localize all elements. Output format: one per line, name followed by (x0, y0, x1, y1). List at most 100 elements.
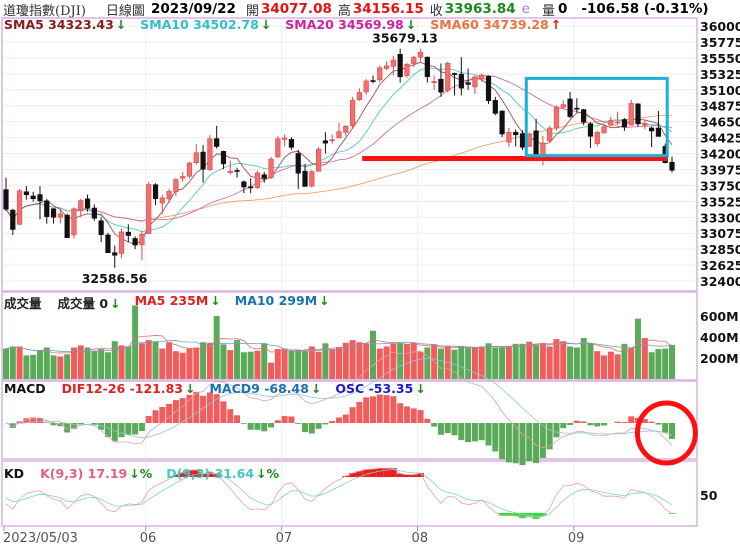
volume-bar-down (84, 347, 91, 379)
osc-bar-negative (322, 423, 329, 425)
volume-bar-up (553, 339, 560, 379)
candle-down (370, 80, 376, 82)
osc-bar-positive (23, 418, 30, 423)
osc-bar-positive (179, 398, 186, 423)
legend-text: SMA10 34502.78 (140, 17, 259, 32)
volume-bar-down (200, 342, 207, 379)
osc-bar-negative (478, 423, 485, 441)
volume-bar-up (329, 349, 336, 379)
index-name: 道瓊指數(DJI) (3, 3, 86, 19)
osc-bar-positive (648, 421, 655, 423)
candle-up (431, 81, 437, 83)
candle-up (282, 137, 288, 140)
osc-bar-positive (288, 416, 295, 423)
candle-up (363, 80, 369, 93)
volume-bar-down (111, 341, 118, 379)
volume-bar-down (648, 352, 655, 379)
osc-bar-negative (519, 423, 526, 466)
kd-panel (1, 460, 698, 527)
kd-overbought-fill (213, 474, 221, 477)
open-label: 開 (245, 3, 259, 19)
legend-text: OSC -53.35 (335, 381, 414, 396)
osc-bar-positive (356, 401, 363, 423)
volume-bar-up (274, 349, 281, 379)
candle-up (472, 76, 478, 88)
x-tick-label: 07 (276, 531, 293, 544)
volume-bar-down (485, 343, 492, 379)
volume-bar-down (621, 343, 628, 379)
osc-bar-negative (594, 423, 601, 427)
kd-overbought-fill (369, 469, 377, 477)
osc-bar-negative (512, 423, 519, 464)
candle-up (642, 123, 648, 126)
volume-bar-up (383, 346, 390, 379)
osc-bar-negative (662, 423, 669, 433)
volume-bar-up (281, 348, 288, 379)
volume-bar-up (546, 346, 553, 379)
volume-bar-up (166, 342, 173, 379)
volume-bar-down (465, 347, 472, 379)
price-legend-item: SMA20 34569.98 ↓ (285, 17, 416, 32)
candle-down (3, 189, 9, 210)
osc-bar-negative (539, 423, 546, 459)
macd-legend: MACD DIF12-26 -121.83 ↓ MACD9 -68.48 ↓ OSC -5… (4, 381, 440, 396)
candle-down (655, 127, 662, 137)
macd-legend-item: OSC -53.35 ↓ (335, 381, 425, 396)
volume-label: 量 (541, 3, 555, 19)
volume-bar-down (573, 347, 580, 379)
legend-text: KD (4, 466, 25, 481)
volume-bar-down (64, 354, 71, 379)
volume-bar-up (594, 351, 601, 379)
volume-tick-label: 600M (700, 309, 739, 324)
candle-down (132, 238, 138, 246)
volume-bar-down (152, 341, 159, 379)
candle-up (329, 139, 335, 142)
osc-bar-positive (193, 391, 200, 423)
osc-bar-negative (240, 423, 247, 424)
sma20-line (5, 75, 673, 222)
candle-up (404, 64, 410, 76)
price-tick-label: 35325 (700, 67, 740, 82)
osc-bar-positive (397, 403, 404, 423)
osc-bar-positive (200, 395, 207, 423)
macd-panel (1, 380, 698, 460)
osc-bar-negative (77, 423, 84, 425)
volume-bar-down (247, 351, 254, 379)
legend-text: 成交量 (4, 296, 42, 311)
volume-bar-up (349, 340, 356, 379)
macd9-line (5, 357, 673, 439)
osc-bar-negative (553, 423, 560, 438)
candle-up (118, 231, 125, 254)
high-price-label: 35679.13 (372, 31, 438, 46)
price-tick-label: 34875 (700, 99, 740, 114)
volume-panel (1, 291, 698, 381)
macd-legend-item: MACD (4, 381, 48, 396)
volume-bar-down (567, 346, 574, 379)
volume-bar-down (261, 343, 268, 379)
osc-bar-negative (98, 423, 105, 430)
osc-bar-positive (159, 406, 166, 423)
candle-up (411, 56, 417, 64)
kd-legend-item: KD (4, 466, 26, 481)
kd-overbought-fill (410, 474, 418, 477)
candle-down (241, 181, 247, 188)
sma5-line (5, 61, 673, 245)
kd-oversold-fill (525, 513, 533, 517)
osc-bar-negative (268, 423, 275, 428)
candle-up (275, 138, 281, 158)
volume-bar-down (397, 343, 404, 379)
osc-bar-positive (274, 420, 281, 423)
candle-down (234, 170, 240, 172)
price-tick-label: 34650 (700, 115, 740, 130)
candle-up (146, 184, 152, 234)
price-panel (1, 17, 698, 292)
osc-bar-positive (145, 416, 152, 423)
volume-bar-up (138, 343, 145, 379)
osc-bar-negative (315, 423, 322, 429)
arrow-down-icon: ↓ (115, 17, 127, 32)
candle-up (356, 92, 362, 100)
candle-down (10, 209, 16, 230)
osc-bar-negative (118, 423, 125, 438)
candle-down (669, 161, 675, 171)
candle-down (37, 194, 43, 202)
